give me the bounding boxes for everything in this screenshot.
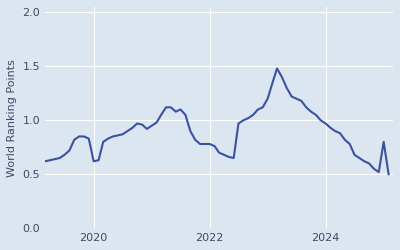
- Y-axis label: World Ranking Points: World Ranking Points: [7, 59, 17, 176]
